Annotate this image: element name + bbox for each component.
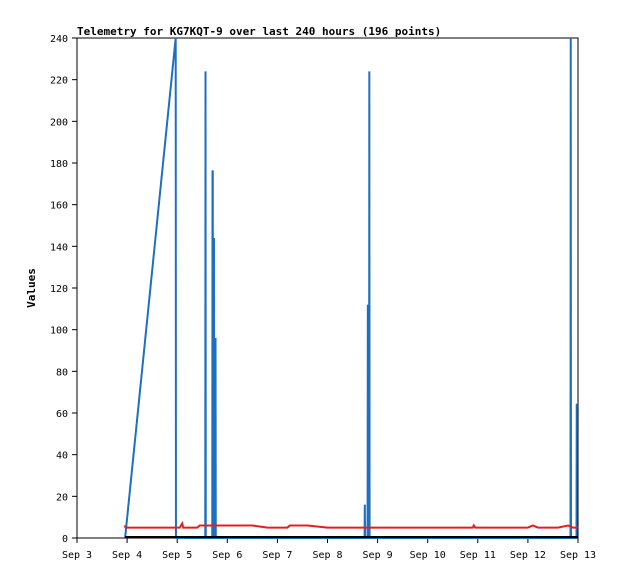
- x-tick-label: Sep 9: [363, 550, 393, 561]
- y-tick-label: 100: [50, 326, 68, 337]
- series-line-1: [124, 37, 578, 539]
- x-tick-label: Sep 10: [410, 550, 446, 561]
- series-layer: [123, 37, 578, 539]
- x-tick-label: Sep 5: [162, 550, 192, 561]
- x-tick-label: Sep 12: [510, 550, 546, 561]
- x-tick-label: Sep 3: [62, 550, 92, 561]
- y-tick-label: 200: [50, 117, 68, 128]
- y-tick-label: 160: [50, 201, 68, 212]
- y-tick-label: 220: [50, 76, 68, 87]
- y-tick-label: 180: [50, 159, 68, 170]
- y-tick-label: 240: [50, 34, 68, 45]
- y-axis-title: Values: [25, 268, 38, 308]
- x-tick-label: Sep 8: [312, 550, 342, 561]
- series-line-2: [123, 520, 578, 529]
- y-tick-label: 140: [50, 242, 68, 253]
- x-axis: Sep 3 Sep 4 Sep 5 Sep 6 Sep 7 Sep 8 Sep 9 Sep 1…: [62, 538, 596, 561]
- y-axis: 0 20 40 60 80 100 120 140 160 180 200 220 240: [50, 34, 77, 545]
- x-tick-label: Sep 7: [262, 550, 292, 561]
- y-tick-label: 20: [56, 492, 68, 503]
- x-tick-label: Sep 6: [212, 550, 242, 561]
- plot-area: [76, 37, 579, 539]
- y-tick-label: 40: [56, 451, 68, 462]
- y-tick-label: 80: [56, 367, 68, 378]
- x-tick-label: Sep 11: [460, 550, 496, 561]
- x-tick-label: Sep 4: [112, 550, 142, 561]
- y-tick-label: 60: [56, 409, 68, 420]
- chart-title: Telemetry for KG7KQT-9 over last 240 hou…: [77, 25, 441, 38]
- y-tick-label: 0: [62, 534, 68, 545]
- y-tick-label: 120: [50, 284, 68, 295]
- x-tick-label: Sep 13: [560, 550, 596, 561]
